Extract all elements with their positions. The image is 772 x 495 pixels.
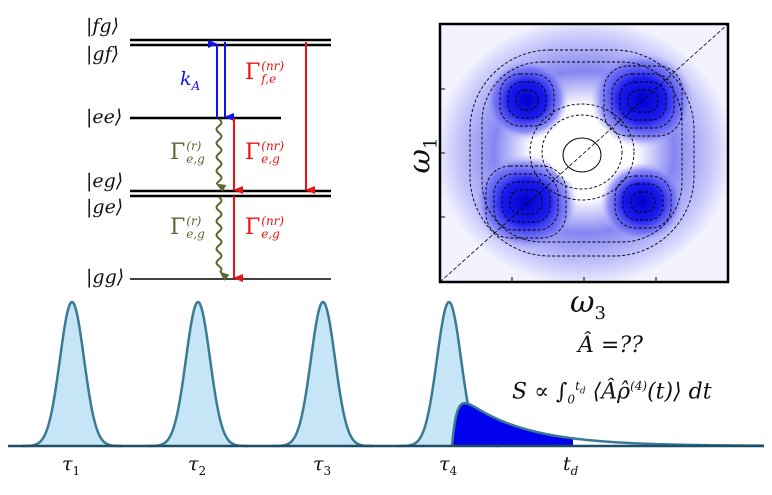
eq-tail: (t)⟩ dt xyxy=(647,379,712,405)
sub: d xyxy=(570,463,579,478)
peak-lower-left xyxy=(474,154,578,250)
pulse-fill-4 xyxy=(399,302,499,446)
eq-upper: t xyxy=(575,379,580,393)
sub: e,g xyxy=(186,226,205,241)
radiative-eg-arrow xyxy=(215,196,230,281)
pulse-3 xyxy=(271,300,374,448)
sup: (nr) xyxy=(261,59,285,73)
gamma-symbol: Γ xyxy=(170,214,186,240)
sub: 2 xyxy=(198,463,207,478)
label-eg: |eg⟩ xyxy=(86,170,124,192)
peak-lower-right xyxy=(600,162,684,242)
pulse-2 xyxy=(146,300,249,448)
operator-equation: Â =?? xyxy=(578,333,643,358)
center-contour xyxy=(562,137,602,173)
omega: ω xyxy=(402,148,438,174)
label-ee: |ee⟩ xyxy=(86,106,123,128)
eq-part: S ∝ ∫ xyxy=(512,379,568,405)
peak-upper-left xyxy=(485,60,569,140)
omega: ω xyxy=(570,285,595,320)
diagonal-line xyxy=(440,24,728,282)
tau: τ xyxy=(313,453,324,475)
label-tau2: τ2 xyxy=(188,455,206,477)
signal-integrated-area xyxy=(452,403,573,446)
pulse-fill-3 xyxy=(273,302,373,446)
gamma-symbol: Γ xyxy=(245,59,261,85)
label-gamma-nr-eg: Γ (nr) e,g xyxy=(245,215,284,240)
sub: e,g xyxy=(261,151,280,166)
sub: 3 xyxy=(323,463,332,478)
label-ge: |ge⟩ xyxy=(86,196,124,218)
label-kA: kA xyxy=(180,70,200,92)
sub: e,g xyxy=(261,226,280,241)
transitions xyxy=(208,40,315,282)
label-gamma-r-eg: Γ (r) e,g xyxy=(170,215,205,240)
label-gamma-r-ee: Γ (r) e,g xyxy=(170,140,205,165)
eq-body: ⟨Âρ̂ xyxy=(592,379,631,405)
pulse-fill-2 xyxy=(148,302,248,446)
sup: (r) xyxy=(186,139,202,153)
sup: (nr) xyxy=(261,139,285,153)
label-td: td xyxy=(563,455,578,477)
sub: 3 xyxy=(594,303,606,324)
label-tau4: τ4 xyxy=(439,455,457,477)
sub: f,e xyxy=(261,71,277,86)
label-gamma-nr-fe: Γ (nr) f,e xyxy=(245,60,284,85)
spectrum-frame xyxy=(438,22,730,284)
tau: τ xyxy=(439,453,450,475)
tau: τ xyxy=(62,453,73,475)
pulse-fill-1 xyxy=(22,302,122,446)
x-axis-label: ω3 xyxy=(570,288,606,323)
label-fg: |fg⟩ xyxy=(86,15,120,37)
gamma-symbol: Γ xyxy=(170,139,186,165)
label-gg: |gg⟩ xyxy=(86,266,125,288)
signal-equation: S ∝ ∫0td ⟨Âρ̂(4)(t)⟩ dt xyxy=(512,380,712,406)
2d-spectrum xyxy=(440,24,728,282)
tau: τ xyxy=(188,453,199,475)
kA-symbol: k xyxy=(180,68,192,90)
label-gf: |gf⟩ xyxy=(86,43,120,65)
label-gamma-nr-ee: Γ (nr) e,g xyxy=(245,140,284,165)
radiative-ee-arrow xyxy=(215,118,227,192)
label-tau1: τ1 xyxy=(62,455,80,477)
gamma-symbol: Γ xyxy=(245,214,261,240)
sub: 1 xyxy=(72,463,81,478)
sub: 4 xyxy=(449,463,458,478)
spectrum-ticks xyxy=(441,88,657,281)
y-axis-label: ω1 xyxy=(402,137,442,174)
label-tau3: τ3 xyxy=(313,455,331,477)
sup: (r) xyxy=(186,214,202,228)
pulse-train xyxy=(20,300,764,448)
gamma-symbol: Γ xyxy=(245,139,261,165)
energy-levels xyxy=(130,38,331,280)
pulse-1 xyxy=(20,300,123,448)
eq-lower: 0 xyxy=(567,392,576,407)
sup: (nr) xyxy=(261,214,285,228)
sub: 1 xyxy=(420,137,442,149)
eq-upper-sub: d xyxy=(579,386,586,397)
kA-subscript: A xyxy=(191,78,201,93)
t: t xyxy=(563,453,571,475)
eq-sup: (4) xyxy=(630,379,648,393)
contours xyxy=(469,49,695,257)
sub: e,g xyxy=(186,151,205,166)
